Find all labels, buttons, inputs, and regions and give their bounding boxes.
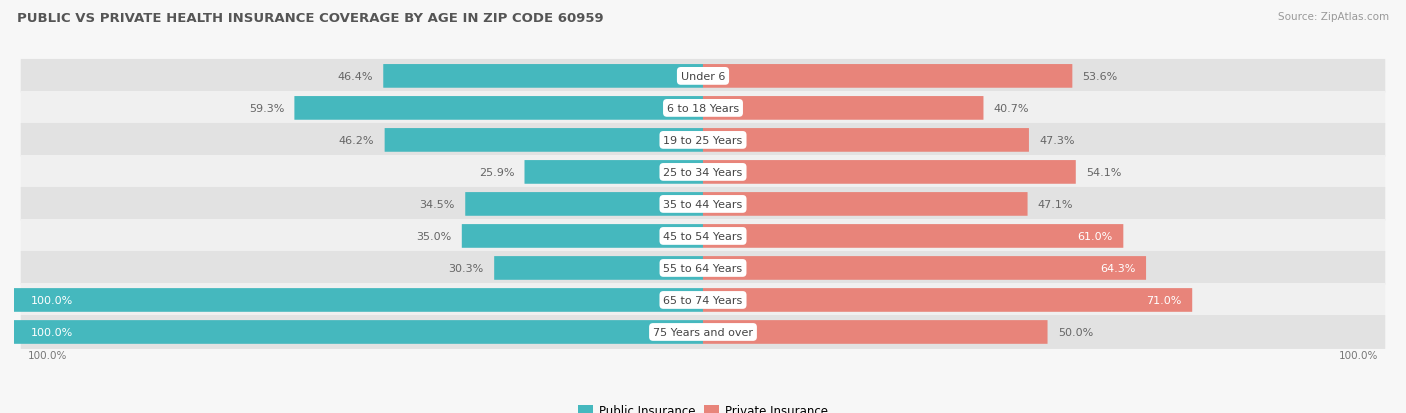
FancyBboxPatch shape xyxy=(703,288,1192,312)
Legend: Public Insurance, Private Insurance: Public Insurance, Private Insurance xyxy=(574,399,832,413)
FancyBboxPatch shape xyxy=(524,161,703,184)
Text: 35.0%: 35.0% xyxy=(416,231,451,241)
Text: 100.0%: 100.0% xyxy=(31,295,73,305)
Text: 46.4%: 46.4% xyxy=(337,72,373,82)
Text: 100.0%: 100.0% xyxy=(1339,350,1378,360)
Text: 40.7%: 40.7% xyxy=(994,104,1029,114)
Text: 35 to 44 Years: 35 to 44 Years xyxy=(664,199,742,209)
FancyBboxPatch shape xyxy=(703,256,1146,280)
Text: 30.3%: 30.3% xyxy=(449,263,484,273)
FancyBboxPatch shape xyxy=(21,60,1385,94)
FancyBboxPatch shape xyxy=(384,65,703,88)
Text: 47.3%: 47.3% xyxy=(1039,135,1074,145)
Text: 64.3%: 64.3% xyxy=(1101,263,1136,273)
FancyBboxPatch shape xyxy=(703,320,1047,344)
FancyBboxPatch shape xyxy=(21,252,1385,285)
Text: 61.0%: 61.0% xyxy=(1077,231,1114,241)
Text: 65 to 74 Years: 65 to 74 Years xyxy=(664,295,742,305)
FancyBboxPatch shape xyxy=(465,192,703,216)
Text: Source: ZipAtlas.com: Source: ZipAtlas.com xyxy=(1278,12,1389,22)
FancyBboxPatch shape xyxy=(21,92,1385,126)
FancyBboxPatch shape xyxy=(21,123,1385,157)
FancyBboxPatch shape xyxy=(294,97,703,121)
FancyBboxPatch shape xyxy=(703,129,1029,152)
FancyBboxPatch shape xyxy=(21,156,1385,190)
FancyBboxPatch shape xyxy=(703,225,1123,248)
FancyBboxPatch shape xyxy=(14,320,703,344)
FancyBboxPatch shape xyxy=(703,97,983,121)
FancyBboxPatch shape xyxy=(21,219,1385,253)
Text: Under 6: Under 6 xyxy=(681,72,725,82)
FancyBboxPatch shape xyxy=(21,315,1385,349)
FancyBboxPatch shape xyxy=(461,225,703,248)
Text: 19 to 25 Years: 19 to 25 Years xyxy=(664,135,742,145)
FancyBboxPatch shape xyxy=(703,192,1028,216)
Text: 75 Years and over: 75 Years and over xyxy=(652,327,754,337)
Text: 46.2%: 46.2% xyxy=(339,135,374,145)
FancyBboxPatch shape xyxy=(21,188,1385,221)
Text: 55 to 64 Years: 55 to 64 Years xyxy=(664,263,742,273)
Text: 25.9%: 25.9% xyxy=(478,168,515,178)
Text: 45 to 54 Years: 45 to 54 Years xyxy=(664,231,742,241)
FancyBboxPatch shape xyxy=(494,256,703,280)
Text: 100.0%: 100.0% xyxy=(31,327,73,337)
Text: 59.3%: 59.3% xyxy=(249,104,284,114)
Text: 25 to 34 Years: 25 to 34 Years xyxy=(664,168,742,178)
Text: 47.1%: 47.1% xyxy=(1038,199,1073,209)
Text: 100.0%: 100.0% xyxy=(28,350,67,360)
Text: 50.0%: 50.0% xyxy=(1057,327,1092,337)
Text: 71.0%: 71.0% xyxy=(1146,295,1182,305)
Text: 53.6%: 53.6% xyxy=(1083,72,1118,82)
Text: 34.5%: 34.5% xyxy=(419,199,456,209)
Text: 54.1%: 54.1% xyxy=(1085,168,1122,178)
Text: 6 to 18 Years: 6 to 18 Years xyxy=(666,104,740,114)
FancyBboxPatch shape xyxy=(385,129,703,152)
FancyBboxPatch shape xyxy=(14,288,703,312)
FancyBboxPatch shape xyxy=(703,65,1073,88)
Text: PUBLIC VS PRIVATE HEALTH INSURANCE COVERAGE BY AGE IN ZIP CODE 60959: PUBLIC VS PRIVATE HEALTH INSURANCE COVER… xyxy=(17,12,603,25)
FancyBboxPatch shape xyxy=(703,161,1076,184)
FancyBboxPatch shape xyxy=(21,283,1385,317)
